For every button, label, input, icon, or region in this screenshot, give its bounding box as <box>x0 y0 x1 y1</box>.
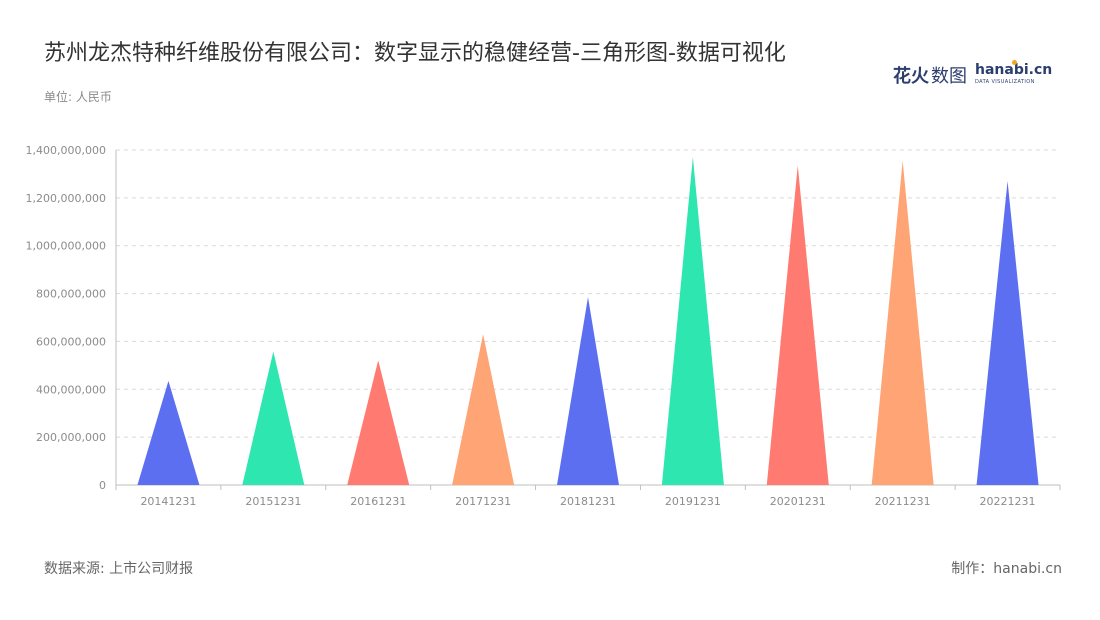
x-tick-label: 20161231 <box>350 495 406 508</box>
x-tick-label: 20181231 <box>560 495 616 508</box>
x-tick-label: 20171231 <box>455 495 511 508</box>
triangle-bar[interactable] <box>766 165 829 485</box>
y-tick-label: 200,000,000 <box>36 431 106 444</box>
x-tick-label: 20201231 <box>770 495 826 508</box>
y-tick-label: 1,400,000,000 <box>26 144 106 157</box>
triangle-bar[interactable] <box>661 157 724 485</box>
y-tick-label: 400,000,000 <box>36 383 106 396</box>
data-source-note: 数据来源: 上市公司财报 <box>44 561 194 577</box>
triangle-bar[interactable] <box>557 297 619 485</box>
triangle-bar[interactable] <box>137 380 200 485</box>
y-tick-label: 800,000,000 <box>36 288 106 301</box>
triangle-bar-chart: 0 200,000,000 400,000,000 600,000,000 800,00… <box>26 144 1061 508</box>
y-tick-label: 600,000,000 <box>36 335 106 348</box>
x-tick-label: 20151231 <box>245 495 301 508</box>
x-tick-label: 20141231 <box>140 495 196 508</box>
x-tick-label: 20221231 <box>980 495 1036 508</box>
logo-tagline: DATA VISUALIZATION <box>975 79 1035 85</box>
triangle-bar[interactable] <box>347 360 410 485</box>
unit-label: 单位: 人民币 <box>44 90 112 104</box>
hanabi-logo[interactable]: 花火 数图 hanabi.cn DATA VISUALIZATION <box>893 60 1052 88</box>
triangle-bar[interactable] <box>452 334 515 485</box>
logo-cn-part2: 数图 <box>931 66 967 87</box>
chart-title: 苏州龙杰特种纤维股份有限公司：数字显示的稳健经营-三角形图-数据可视化 <box>44 41 786 66</box>
logo-spark-icon <box>1012 60 1017 65</box>
logo-en-text: hanabi.cn <box>975 62 1053 78</box>
x-tick-label: 20211231 <box>875 495 931 508</box>
marks-layer <box>137 157 1039 485</box>
y-tick-label: 1,000,000,000 <box>26 240 106 253</box>
logo-cn-part1: 花火 <box>893 66 929 87</box>
y-tick-label: 0 <box>99 479 106 492</box>
triangle-bar[interactable] <box>976 181 1039 485</box>
y-tick-label: 1,200,000,000 <box>26 192 106 205</box>
x-tick-label: 20191231 <box>665 495 721 508</box>
credit-link[interactable]: 制作：hanabi.cn <box>951 561 1062 577</box>
triangle-bar[interactable] <box>242 351 305 485</box>
triangle-bar[interactable] <box>871 160 934 485</box>
